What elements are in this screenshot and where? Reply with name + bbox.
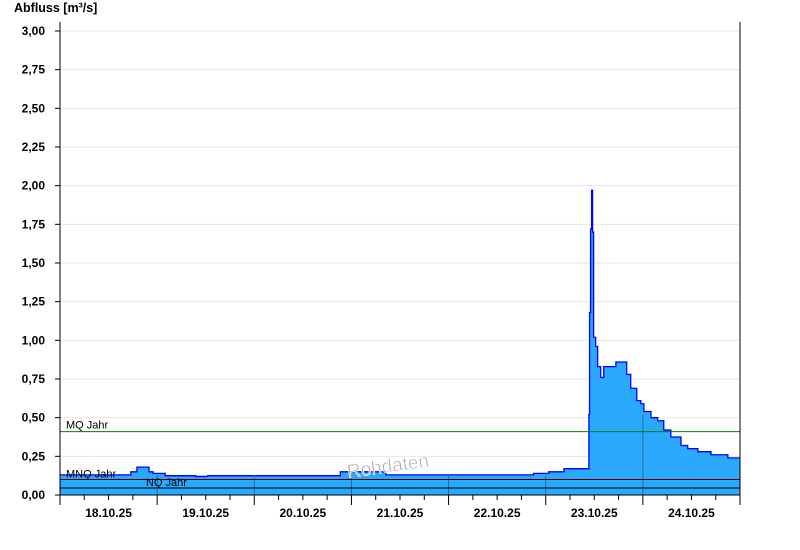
x-tick-label: 24.10.25 [668,506,715,520]
discharge-area [60,190,740,495]
x-tick-label: 23.10.25 [571,506,618,520]
discharge-line [60,189,740,478]
x-tick-label: 18.10.25 [85,506,132,520]
y-tick-label: 0,50 [22,411,46,425]
y-tick-label: 1,25 [22,295,46,309]
y-tick-label: 0,75 [22,372,46,386]
y-tick-label: 0,00 [22,488,46,502]
y-tick-label: 2,50 [22,101,46,115]
y-axis-title: Abfluss [m³/s] [14,1,98,15]
x-tick-label: 20.10.25 [279,506,326,520]
reference-label-nq: NQ Jahr [146,477,187,489]
y-tick-label: 3,00 [22,24,46,38]
x-tick-label: 19.10.25 [182,506,229,520]
x-tick-label: 21.10.25 [377,506,424,520]
y-tick-label: 1,75 [22,217,46,231]
reference-label-mnq: MNQ Jahr [66,469,116,481]
y-tick-label: 1,50 [22,256,46,270]
y-tick-label: 0,25 [22,449,46,463]
y-tick-label: 2,00 [22,179,46,193]
y-tick-label: 2,75 [22,63,46,77]
x-tick-label: 22.10.25 [474,506,521,520]
y-tick-label: 1,00 [22,333,46,347]
y-tick-label: 2,25 [22,140,46,154]
reference-label-mq: MQ Jahr [66,420,109,432]
